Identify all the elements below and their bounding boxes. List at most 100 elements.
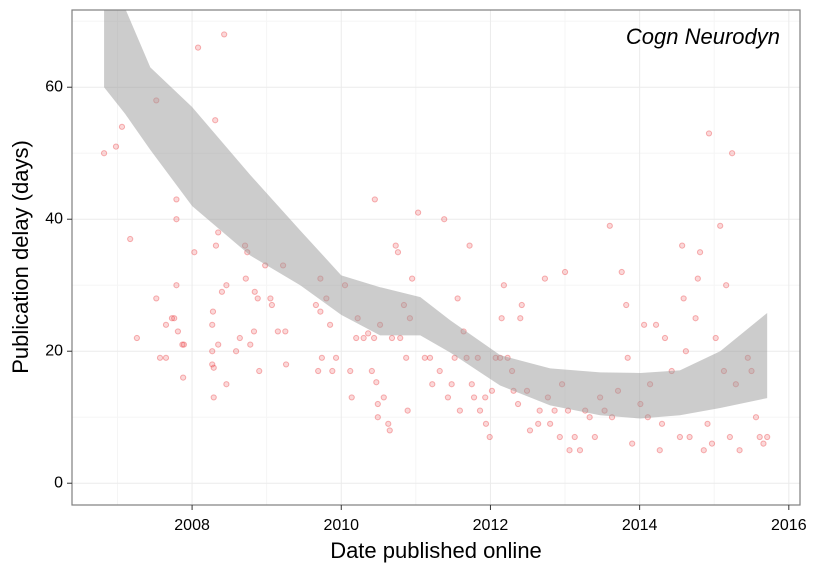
point — [498, 315, 505, 322]
point — [365, 330, 372, 337]
point — [705, 130, 713, 137]
point — [210, 364, 217, 371]
point — [441, 216, 448, 223]
point — [661, 334, 669, 342]
point — [353, 334, 360, 342]
annotation: Cogn Neurodyn — [626, 24, 780, 49]
point — [223, 282, 230, 289]
x-tick-label: 2008 — [174, 517, 210, 534]
point — [618, 268, 625, 276]
point — [500, 282, 507, 289]
point — [652, 321, 660, 328]
x-tick-label: 2012 — [473, 517, 509, 534]
point — [514, 400, 522, 408]
point — [403, 354, 410, 361]
point — [392, 242, 399, 249]
point — [576, 447, 584, 454]
point — [704, 420, 711, 427]
point — [394, 249, 402, 256]
point — [448, 381, 455, 388]
point — [209, 348, 216, 355]
point — [658, 420, 666, 427]
point — [267, 295, 274, 302]
point — [209, 361, 216, 368]
point — [274, 328, 281, 335]
point — [444, 394, 452, 401]
point — [752, 414, 760, 421]
point — [556, 433, 563, 441]
point — [729, 150, 736, 157]
point — [250, 328, 258, 335]
point — [374, 400, 381, 408]
band-group — [104, 10, 768, 419]
point — [326, 321, 334, 328]
point — [717, 222, 724, 229]
point — [360, 334, 367, 342]
point — [373, 379, 380, 386]
point — [756, 433, 763, 441]
point — [561, 268, 569, 276]
point — [536, 407, 543, 414]
point — [242, 275, 249, 282]
point — [223, 381, 230, 388]
point — [760, 440, 767, 447]
confidence-band — [104, 10, 768, 419]
point — [692, 315, 699, 322]
point — [482, 394, 489, 401]
point — [268, 301, 276, 309]
point — [541, 275, 549, 282]
point — [370, 334, 378, 342]
point — [168, 315, 176, 322]
point — [535, 420, 542, 427]
point — [708, 440, 716, 447]
point — [256, 367, 263, 375]
point — [641, 321, 648, 328]
point — [404, 407, 411, 414]
x-tick-label: 2010 — [323, 517, 359, 534]
point — [127, 235, 134, 243]
point — [191, 249, 198, 256]
point — [486, 433, 493, 441]
point — [386, 427, 393, 434]
point — [526, 427, 534, 434]
point — [682, 348, 689, 355]
point — [606, 222, 613, 229]
point — [385, 420, 392, 427]
point — [726, 433, 733, 441]
point — [210, 394, 217, 401]
point — [371, 196, 378, 203]
point — [591, 433, 598, 441]
point — [315, 367, 322, 375]
x-tick-label: 2014 — [622, 517, 658, 534]
point — [466, 242, 473, 249]
y-tick-label: 0 — [54, 474, 63, 491]
point — [388, 334, 396, 342]
point — [629, 440, 636, 447]
point — [517, 315, 524, 322]
point — [454, 295, 461, 302]
point — [470, 394, 478, 401]
point — [173, 196, 180, 203]
point — [173, 282, 180, 289]
point — [347, 367, 354, 375]
point — [209, 321, 216, 328]
point — [571, 433, 578, 441]
point — [221, 31, 228, 38]
point — [414, 209, 422, 216]
point — [247, 341, 254, 348]
point — [332, 354, 340, 361]
point — [254, 295, 261, 302]
point — [317, 308, 324, 315]
point — [118, 123, 126, 130]
point — [551, 407, 558, 414]
x-axis-title: Date published online — [330, 538, 542, 563]
x-tick-label: 2016 — [771, 517, 807, 534]
point — [566, 447, 573, 454]
point — [162, 321, 170, 328]
point — [374, 414, 381, 421]
point — [180, 374, 187, 381]
point — [456, 407, 463, 414]
point — [586, 414, 593, 421]
plot-border — [71, 9, 801, 506]
